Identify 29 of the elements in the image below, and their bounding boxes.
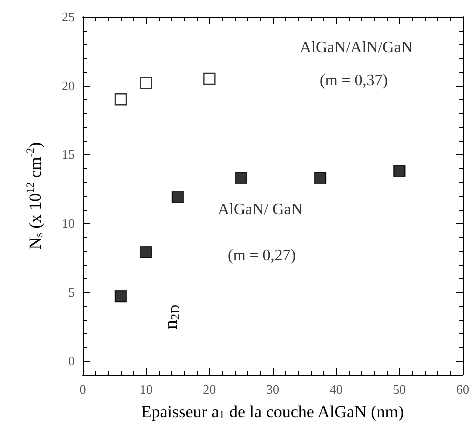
x-axis-title: Epaisseur a1 de la couche AlGaN (nm) [141, 402, 404, 422]
x-tick-label: 20 [203, 382, 216, 397]
x-tick-label: 30 [266, 382, 280, 397]
annotation: AlGaN/ GaN [218, 202, 304, 218]
y-axis-title: Ns (x 1012 cm-2) [25, 142, 46, 250]
annotation: AlGaN/AlN/GaN [300, 40, 414, 56]
y-tick-label: 15 [62, 147, 75, 162]
point [314, 172, 327, 184]
point [140, 76, 152, 90]
annotation: (m = 0,27) [228, 248, 296, 264]
point [204, 72, 216, 86]
annotation: n2D [161, 304, 182, 330]
y-tick-label: 5 [68, 284, 75, 300]
point [235, 172, 248, 184]
x-tick-label: 0 [80, 382, 86, 397]
x-tick-label: 10 [140, 382, 153, 397]
y-tick-label: 0 [68, 354, 75, 369]
x-tick-label: 40 [330, 382, 343, 397]
x-tick-label: 60 [456, 382, 470, 397]
y-tick-label: 25 [62, 10, 75, 24]
point [140, 246, 152, 259]
point [394, 165, 406, 178]
point [114, 94, 128, 106]
y-tick-label: 10 [62, 216, 75, 232]
x-tick-label: 50 [393, 382, 406, 397]
point [114, 290, 128, 303]
point [172, 191, 184, 204]
y-tick-label: 20 [62, 78, 75, 94]
annotation: (m = 0,37) [320, 72, 388, 90]
